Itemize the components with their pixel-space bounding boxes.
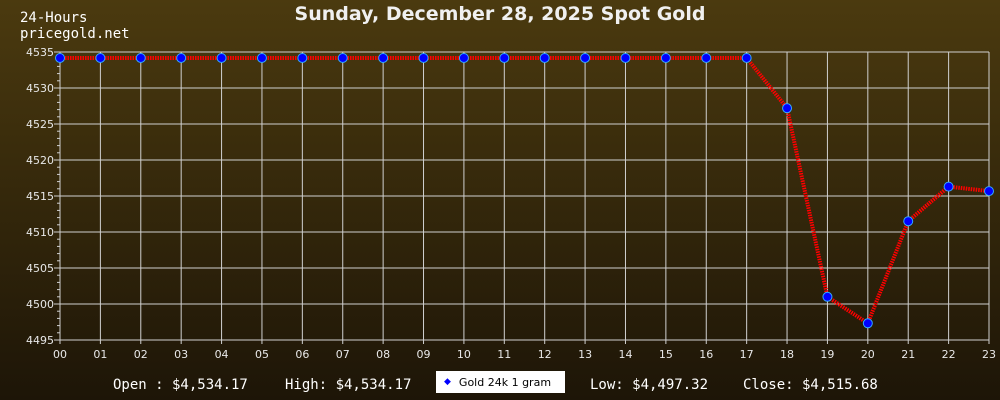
data-point — [458, 52, 469, 63]
data-point — [539, 52, 550, 63]
y-tick-label: 4515 — [26, 190, 54, 203]
x-tick-label: 20 — [861, 348, 875, 361]
x-tick-label: 12 — [538, 348, 552, 361]
data-point — [620, 52, 631, 63]
chart-title: Sunday, December 28, 2025 Spot Gold — [294, 3, 706, 25]
x-tick-label: 17 — [740, 348, 754, 361]
data-point — [660, 52, 671, 63]
period-label: 24-Hours — [20, 10, 88, 26]
x-tick-label: 22 — [942, 348, 956, 361]
data-point — [580, 52, 591, 63]
data-point — [943, 181, 954, 192]
y-tick-label: 4525 — [26, 118, 54, 131]
x-tick-label: 04 — [215, 348, 229, 361]
x-tick-label: 06 — [295, 348, 309, 361]
x-tick-label: 14 — [618, 348, 632, 361]
x-tick-label: 05 — [255, 348, 269, 361]
data-point — [701, 52, 712, 63]
data-point — [862, 318, 873, 329]
x-tick-label: 02 — [134, 348, 148, 361]
data-point — [55, 52, 65, 63]
data-point — [135, 52, 146, 63]
x-tick-label: 23 — [982, 348, 996, 361]
x-tick-label: 16 — [699, 348, 713, 361]
y-tick-label: 4530 — [26, 82, 54, 95]
close-stat: Close: $4,515.68 — [743, 377, 878, 393]
legend-marker-icon: ◆ — [444, 377, 451, 387]
y-tick-label: 4510 — [26, 226, 54, 239]
data-point — [176, 52, 187, 63]
x-tick-label: 03 — [174, 348, 188, 361]
data-point — [499, 52, 510, 63]
y-tick-label: 4535 — [26, 46, 54, 59]
open-stat: Open : $4,534.17 — [113, 377, 248, 393]
x-tick-label: 21 — [901, 348, 915, 361]
x-tick-label: 00 — [53, 348, 67, 361]
data-point — [418, 52, 429, 63]
x-tick-label: 13 — [578, 348, 592, 361]
x-tick-label: 07 — [336, 348, 350, 361]
high-stat: High: $4,534.17 — [285, 377, 412, 393]
x-tick-label: 19 — [820, 348, 834, 361]
legend: ◆ Gold 24k 1 gram — [436, 371, 565, 393]
data-point — [822, 291, 833, 302]
x-tick-label: 10 — [457, 348, 471, 361]
site-label: pricegold.net — [20, 26, 130, 42]
data-point — [378, 52, 389, 63]
x-tick-label: 01 — [93, 348, 107, 361]
y-tick-label: 4505 — [26, 262, 54, 275]
data-point — [337, 52, 348, 63]
y-tick-label: 4495 — [26, 334, 54, 347]
data-point — [95, 52, 106, 63]
series-line — [60, 55, 990, 327]
legend-label: Gold 24k 1 gram — [458, 375, 552, 389]
y-tick-label: 4500 — [26, 298, 54, 311]
data-point — [782, 103, 793, 114]
y-tick-label: 4520 — [26, 154, 54, 167]
data-point — [216, 52, 227, 63]
x-tick-label: 09 — [417, 348, 431, 361]
x-tick-label: 08 — [376, 348, 390, 361]
x-tick-label: 18 — [780, 348, 794, 361]
x-tick-label: 15 — [659, 348, 673, 361]
data-point — [297, 52, 308, 63]
low-stat: Low: $4,497.32 — [590, 377, 709, 393]
data-point — [741, 52, 752, 63]
x-tick-label: 11 — [497, 348, 511, 361]
data-point — [256, 52, 267, 63]
data-point — [984, 186, 994, 197]
data-point — [903, 216, 914, 227]
